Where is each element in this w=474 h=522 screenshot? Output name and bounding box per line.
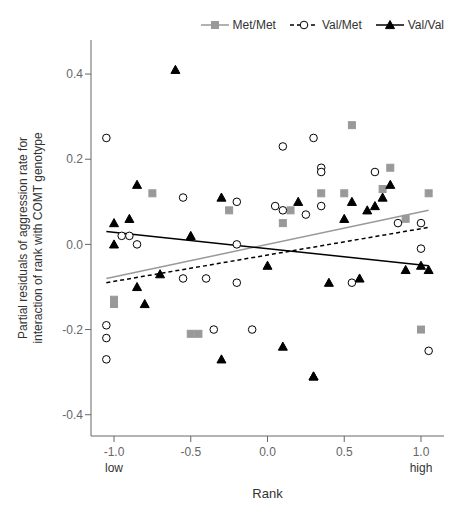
svg-text:Partial residuals of aggressio: Partial residuals of aggression rate for… xyxy=(16,132,45,344)
svg-text:1.0: 1.0 xyxy=(413,445,430,459)
svg-text:-0.2: -0.2 xyxy=(62,323,83,337)
svg-text:high: high xyxy=(410,461,433,475)
svg-text:0.0: 0.0 xyxy=(259,445,276,459)
svg-text:0.5: 0.5 xyxy=(336,445,353,459)
html-text:Val/Met: Val/Met xyxy=(322,18,362,32)
html-text:Val/Val: Val/Val xyxy=(407,18,444,32)
svg-text:-1.0: -1.0 xyxy=(104,445,125,459)
svg-text:0.4: 0.4 xyxy=(66,67,83,81)
svg-text:-0.4: -0.4 xyxy=(62,408,83,422)
svg-text:low: low xyxy=(105,461,123,475)
svg-text:0.0: 0.0 xyxy=(66,238,83,252)
svg-text:0.2: 0.2 xyxy=(66,152,83,166)
svg-text:-0.5: -0.5 xyxy=(180,445,201,459)
html-text:Met/Met: Met/Met xyxy=(232,18,276,32)
svg-text:Rank: Rank xyxy=(252,486,283,501)
